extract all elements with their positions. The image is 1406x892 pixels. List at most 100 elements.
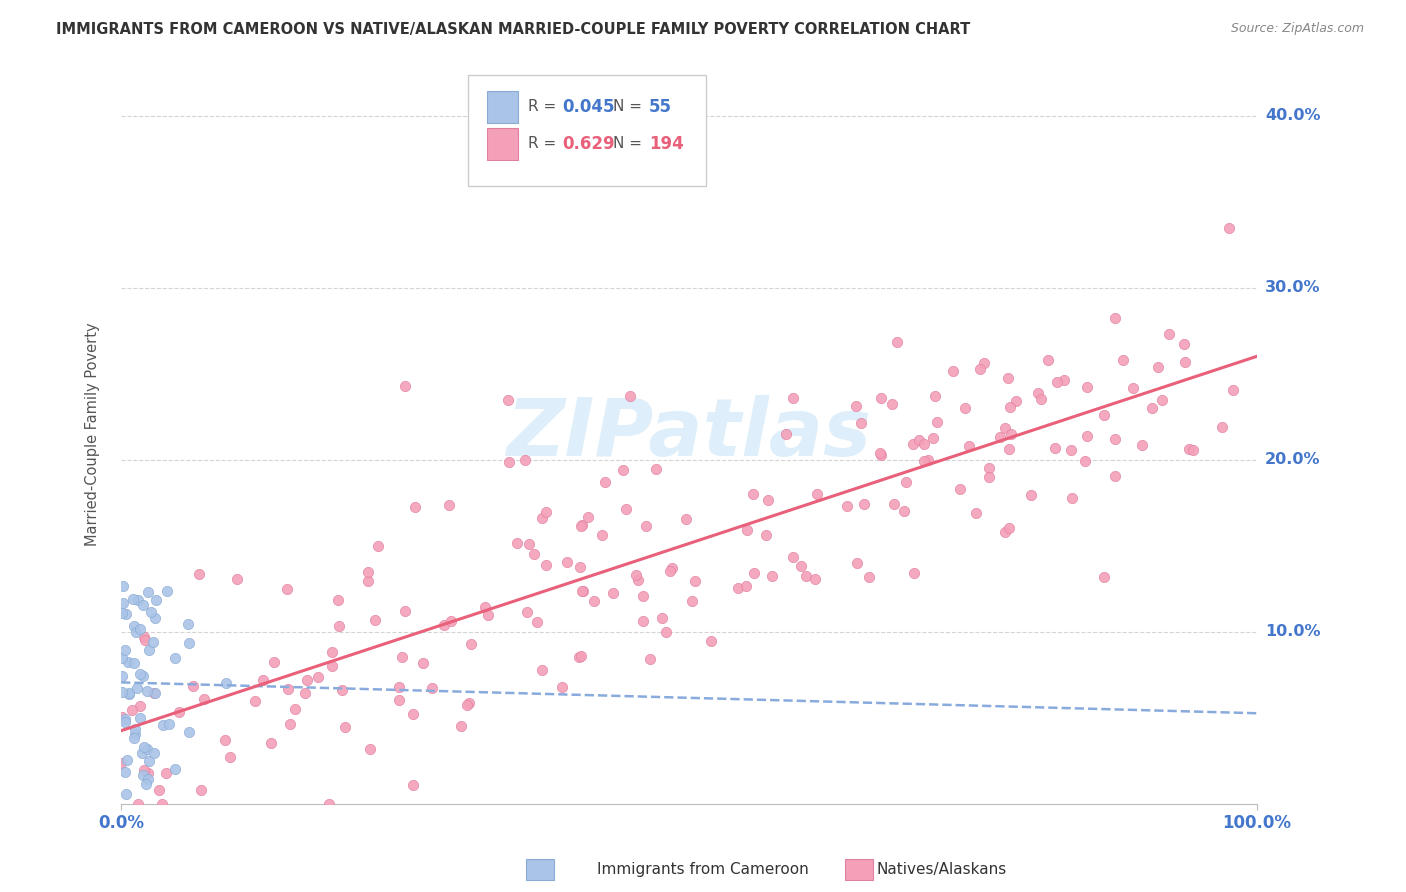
Point xyxy=(412,656,434,670)
Point xyxy=(297,673,319,687)
Point xyxy=(806,486,828,500)
Point xyxy=(114,714,136,729)
Point xyxy=(122,731,145,745)
Point xyxy=(685,574,707,589)
Point xyxy=(998,400,1021,414)
Point xyxy=(110,756,132,771)
Point xyxy=(496,393,519,408)
Point xyxy=(456,698,478,712)
Point xyxy=(846,557,869,571)
Point xyxy=(402,706,425,721)
Point xyxy=(517,537,540,551)
Point xyxy=(165,763,187,777)
Point xyxy=(883,496,905,510)
Point xyxy=(761,569,783,583)
Text: 0.045: 0.045 xyxy=(562,98,614,116)
Point xyxy=(214,733,236,747)
Point xyxy=(1104,468,1126,483)
Point xyxy=(215,675,238,690)
Point xyxy=(576,510,599,524)
Point xyxy=(998,442,1021,456)
Point xyxy=(651,611,673,625)
Point xyxy=(127,797,149,811)
Point xyxy=(143,746,166,760)
Point xyxy=(1104,432,1126,446)
Point xyxy=(139,605,162,619)
Point xyxy=(988,430,1011,444)
Point xyxy=(112,596,135,610)
Point xyxy=(321,658,343,673)
Point xyxy=(624,567,647,582)
Point xyxy=(433,617,456,632)
Point xyxy=(218,749,240,764)
Point xyxy=(925,415,948,429)
Point xyxy=(134,740,156,755)
Text: 40.0%: 40.0% xyxy=(1265,108,1320,123)
Point xyxy=(1174,355,1197,369)
Text: Source: ZipAtlas.com: Source: ZipAtlas.com xyxy=(1230,22,1364,36)
Point xyxy=(114,713,136,727)
Point xyxy=(742,566,765,580)
Point xyxy=(152,717,174,731)
Text: 10.0%: 10.0% xyxy=(1265,624,1320,640)
Point xyxy=(114,764,136,779)
Point xyxy=(121,703,143,717)
Point xyxy=(252,673,274,688)
Point xyxy=(1222,383,1244,397)
Point xyxy=(569,648,592,663)
Point xyxy=(143,686,166,700)
Point xyxy=(124,722,146,736)
Point xyxy=(226,572,249,586)
Point xyxy=(111,607,134,621)
Point xyxy=(387,692,409,706)
Text: 20.0%: 20.0% xyxy=(1265,452,1320,467)
Point xyxy=(661,561,683,575)
Point xyxy=(886,335,908,350)
Point xyxy=(402,778,425,792)
Point xyxy=(388,680,411,694)
Point xyxy=(523,547,546,561)
FancyBboxPatch shape xyxy=(468,75,706,186)
Point xyxy=(526,615,548,629)
Point xyxy=(125,624,148,639)
Point xyxy=(179,725,201,739)
Point xyxy=(994,524,1017,539)
FancyBboxPatch shape xyxy=(486,128,517,160)
Point xyxy=(1211,420,1233,434)
Point xyxy=(128,622,150,636)
Y-axis label: Married-Couple Family Poverty: Married-Couple Family Poverty xyxy=(86,322,100,546)
Point xyxy=(619,389,641,403)
Point xyxy=(636,518,658,533)
Point xyxy=(125,681,148,696)
Point xyxy=(1076,429,1098,443)
Text: N =: N = xyxy=(613,100,647,114)
Point xyxy=(737,523,759,537)
Point xyxy=(112,579,135,593)
Point xyxy=(1181,443,1204,458)
Point xyxy=(1000,426,1022,441)
Point xyxy=(364,613,387,627)
Point xyxy=(294,686,316,700)
Text: 55: 55 xyxy=(650,98,672,116)
Point xyxy=(179,636,201,650)
Point xyxy=(111,668,134,682)
Text: R =: R = xyxy=(527,100,561,114)
Point xyxy=(1159,326,1181,341)
Point xyxy=(280,716,302,731)
Point xyxy=(131,746,153,760)
Point xyxy=(477,607,499,622)
FancyBboxPatch shape xyxy=(486,92,517,122)
Point xyxy=(1074,454,1097,468)
Point xyxy=(394,379,416,393)
Point xyxy=(367,539,389,553)
Point xyxy=(118,686,141,700)
Point xyxy=(308,670,330,684)
Point xyxy=(135,777,157,791)
Point xyxy=(515,452,537,467)
Point xyxy=(917,453,939,467)
Point xyxy=(155,765,177,780)
Point xyxy=(318,797,340,811)
Point xyxy=(572,584,595,599)
Point xyxy=(592,528,614,542)
Point xyxy=(835,499,858,513)
